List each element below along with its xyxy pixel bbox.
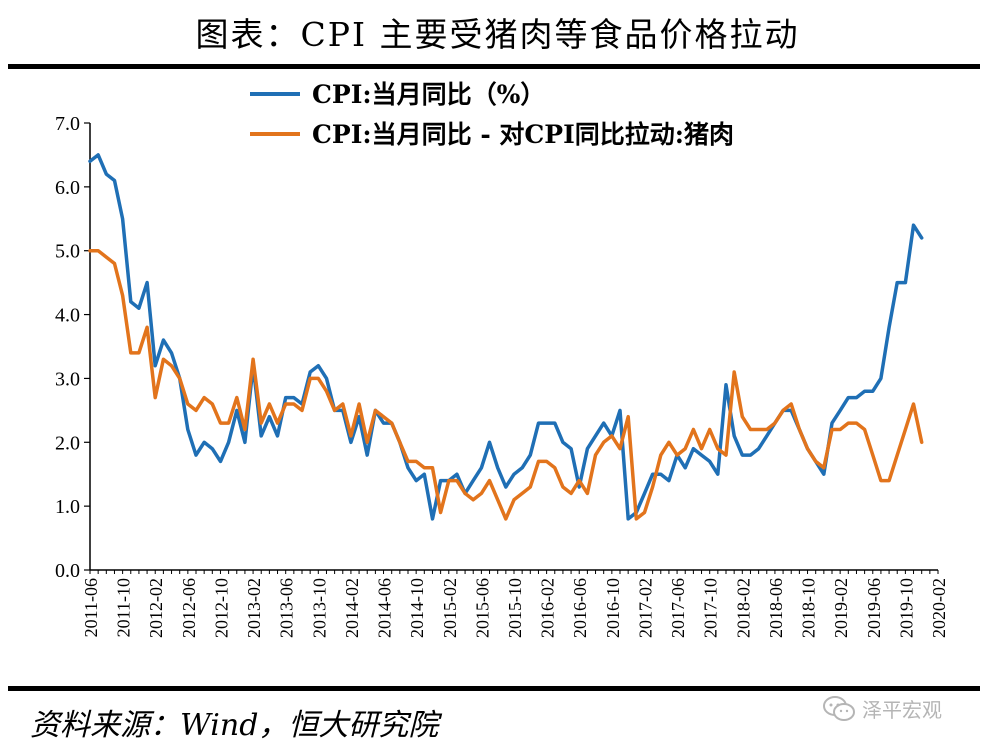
- y-tick-label: 0.0: [55, 560, 80, 582]
- x-tick-label: 2019-06: [864, 578, 884, 638]
- x-tick-label: 2015-02: [440, 578, 460, 638]
- y-tick-label: 1.0: [55, 496, 80, 518]
- x-tick-label: 2016-10: [603, 578, 623, 638]
- x-tick-label: 2017-02: [635, 578, 655, 638]
- x-tick-label: 2013-06: [277, 578, 297, 638]
- x-tick-label: 2011-06: [81, 578, 101, 637]
- x-tick-label: 2012-02: [146, 578, 166, 638]
- x-tick-label: 2012-06: [179, 578, 199, 638]
- x-tick-label: 2015-06: [472, 578, 492, 638]
- legend-label-1: CPI:当月同比（%）: [312, 80, 545, 109]
- x-tick-label: 2011-10: [114, 578, 134, 637]
- watermark: 泽平宏观: [822, 694, 942, 723]
- x-tick-label: 2012-10: [211, 578, 231, 638]
- bottom-rule: [8, 686, 980, 691]
- x-tick-label: 2016-02: [538, 578, 558, 638]
- x-tick-label: 2014-06: [375, 578, 395, 638]
- wechat-icon: [823, 695, 855, 721]
- x-tick-label: 2016-06: [570, 578, 590, 638]
- series-lines: [88, 153, 924, 521]
- x-tick-label: 2014-10: [407, 578, 427, 638]
- x-tick-label: 2017-10: [701, 578, 721, 638]
- y-tick-label: 6.0: [55, 177, 80, 199]
- source-note: 资料来源：Wind，恒大研究院: [30, 708, 439, 743]
- y-tick-label: 7.0: [55, 113, 80, 135]
- y-tick-label: 5.0: [55, 241, 80, 263]
- series-line-2: [88, 248, 924, 521]
- axes: 0.0 1.0 2.0 3.0 4.0 5.0 6.0 7.0 2011-06 2011-10 20…: [55, 113, 949, 638]
- y-tick-label: 4.0: [55, 305, 80, 327]
- y-tick-label: 3.0: [55, 368, 80, 390]
- x-tick-label: 2019-02: [831, 578, 851, 638]
- x-tick-label: 2018-10: [799, 578, 819, 638]
- legend-label-2: CPI:当月同比 - 对CPI同比拉动:猪肉: [312, 120, 734, 149]
- y-tick-label: 2.0: [55, 432, 80, 454]
- x-tick-label: 2018-02: [733, 578, 753, 638]
- x-tick-label: 2017-06: [668, 578, 688, 638]
- x-tick-label: 2013-10: [309, 578, 329, 638]
- chart-title: 图表：CPI 主要受猪肉等食品价格拉动: [195, 15, 800, 54]
- x-tick-label: 2018-06: [766, 578, 786, 638]
- x-tick-label: 2014-02: [342, 578, 362, 638]
- x-tick-label: 2019-10: [896, 578, 916, 638]
- x-tick-label: 2020-02: [929, 578, 949, 638]
- top-rule: [8, 64, 980, 69]
- x-tick-label: 2013-02: [244, 578, 264, 638]
- legend: CPI:当月同比（%） CPI:当月同比 - 对CPI同比拉动:猪肉: [250, 80, 734, 149]
- x-tick-label: 2015-10: [505, 578, 525, 638]
- watermark-text: 泽平宏观: [862, 698, 942, 722]
- series-line-1: [88, 153, 924, 521]
